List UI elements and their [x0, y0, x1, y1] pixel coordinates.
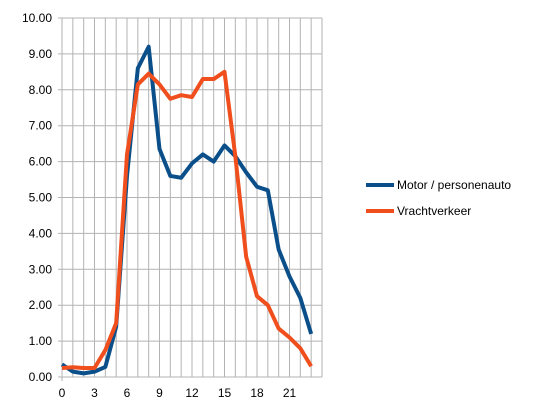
axes: [58, 18, 322, 381]
x-tick-label: 18: [250, 386, 264, 400]
y-tick-label: 9.00: [29, 47, 53, 61]
series-lines: [60, 44, 314, 376]
series-line-1: [61, 69, 313, 371]
y-tick-label: 1.00: [29, 334, 53, 348]
x-tick-labels: 0 3 6 9 12 15 18 21: [59, 386, 297, 400]
legend-label-1: Vrachtverkeer: [397, 204, 471, 218]
x-tick-label: 9: [156, 386, 163, 400]
y-tick-label: 3.00: [29, 262, 53, 276]
y-tick-label: 8.00: [29, 83, 53, 97]
y-tick-label: 6.00: [29, 155, 53, 169]
y-tick-label: 2.00: [29, 298, 53, 312]
x-tick-label: 3: [91, 386, 98, 400]
y-tick-labels: 0.00 1.00 2.00 3.00 4.00 5.00 6.00 7.00 8.00 9.00…: [22, 11, 52, 384]
y-tick-label: 10.00: [22, 11, 52, 25]
x-tick-label: 15: [218, 386, 232, 400]
x-tick-label: 21: [283, 386, 297, 400]
y-tick-label: 7.00: [29, 119, 53, 133]
y-tick-label: 4.00: [29, 226, 53, 240]
legend-label-0: Motor / personenauto: [397, 178, 511, 192]
grid-lines: [58, 17, 323, 378]
x-tick-label: 0: [59, 386, 66, 400]
legend: Motor / personenauto Vrachtverkeer: [366, 178, 511, 218]
y-tick-label: 5.00: [29, 191, 53, 205]
x-tick-label: 6: [124, 386, 131, 400]
x-tick-label: 12: [185, 386, 199, 400]
series-line-0: [60, 44, 314, 376]
y-tick-label: 0.00: [29, 370, 53, 384]
